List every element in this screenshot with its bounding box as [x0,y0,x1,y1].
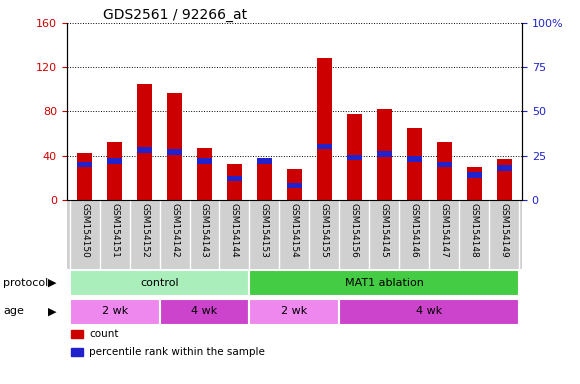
Bar [249,299,339,325]
Text: GSM154145: GSM154145 [380,203,389,258]
Text: GSM154144: GSM154144 [230,203,239,258]
Bar [287,169,302,200]
Bar [167,93,182,200]
Bar [257,158,272,164]
Bar [71,329,82,338]
Text: percentile rank within the sample: percentile rank within the sample [89,347,265,357]
Bar [70,299,160,325]
Bar [167,149,182,155]
Bar [339,299,519,325]
Text: GSM154152: GSM154152 [140,203,149,258]
Bar [437,142,452,200]
Text: GDS2561 / 92266_at: GDS2561 / 92266_at [103,8,247,22]
Bar [407,128,422,200]
Bar [437,162,452,167]
Bar [71,348,82,356]
Bar [249,270,519,296]
Bar [197,158,212,164]
Bar [347,114,362,200]
Bar [77,153,92,200]
Bar [197,148,212,200]
Bar [227,176,242,181]
Text: GSM154150: GSM154150 [80,203,89,258]
Bar [407,156,422,162]
Text: GSM154154: GSM154154 [290,203,299,258]
Text: count: count [89,329,119,339]
Bar [107,142,122,200]
Text: GSM154142: GSM154142 [170,203,179,258]
Text: GSM154156: GSM154156 [350,203,359,258]
Text: GSM154153: GSM154153 [260,203,269,258]
Bar [160,299,249,325]
Text: GSM154146: GSM154146 [409,203,419,258]
Text: 2 wk: 2 wk [102,306,128,316]
Bar [137,84,152,200]
Bar [466,167,481,200]
Bar [287,183,302,188]
Bar [466,172,481,178]
Text: GSM154143: GSM154143 [200,203,209,258]
Text: ▶: ▶ [48,306,56,316]
Text: GSM154148: GSM154148 [470,203,478,258]
Bar [377,151,392,157]
Text: 2 wk: 2 wk [281,306,307,316]
Bar [347,154,362,160]
Text: age: age [3,306,24,316]
Text: 4 wk: 4 wk [191,306,218,316]
Text: ▶: ▶ [48,278,56,288]
Text: GSM154151: GSM154151 [110,203,119,258]
Bar [227,164,242,200]
Text: 4 wk: 4 wk [416,306,443,316]
Text: GSM154149: GSM154149 [499,203,509,258]
Text: control: control [140,278,179,288]
Bar [317,58,332,200]
Bar [317,144,332,149]
Bar [77,162,92,167]
Text: GSM154155: GSM154155 [320,203,329,258]
Bar [137,147,152,153]
Bar [70,270,249,296]
Bar [257,158,272,200]
Bar [107,158,122,164]
Text: GSM154147: GSM154147 [440,203,448,258]
Bar [496,165,512,170]
Text: protocol: protocol [3,278,48,288]
Text: MAT1 ablation: MAT1 ablation [345,278,423,288]
Bar [496,159,512,200]
Bar [377,109,392,200]
